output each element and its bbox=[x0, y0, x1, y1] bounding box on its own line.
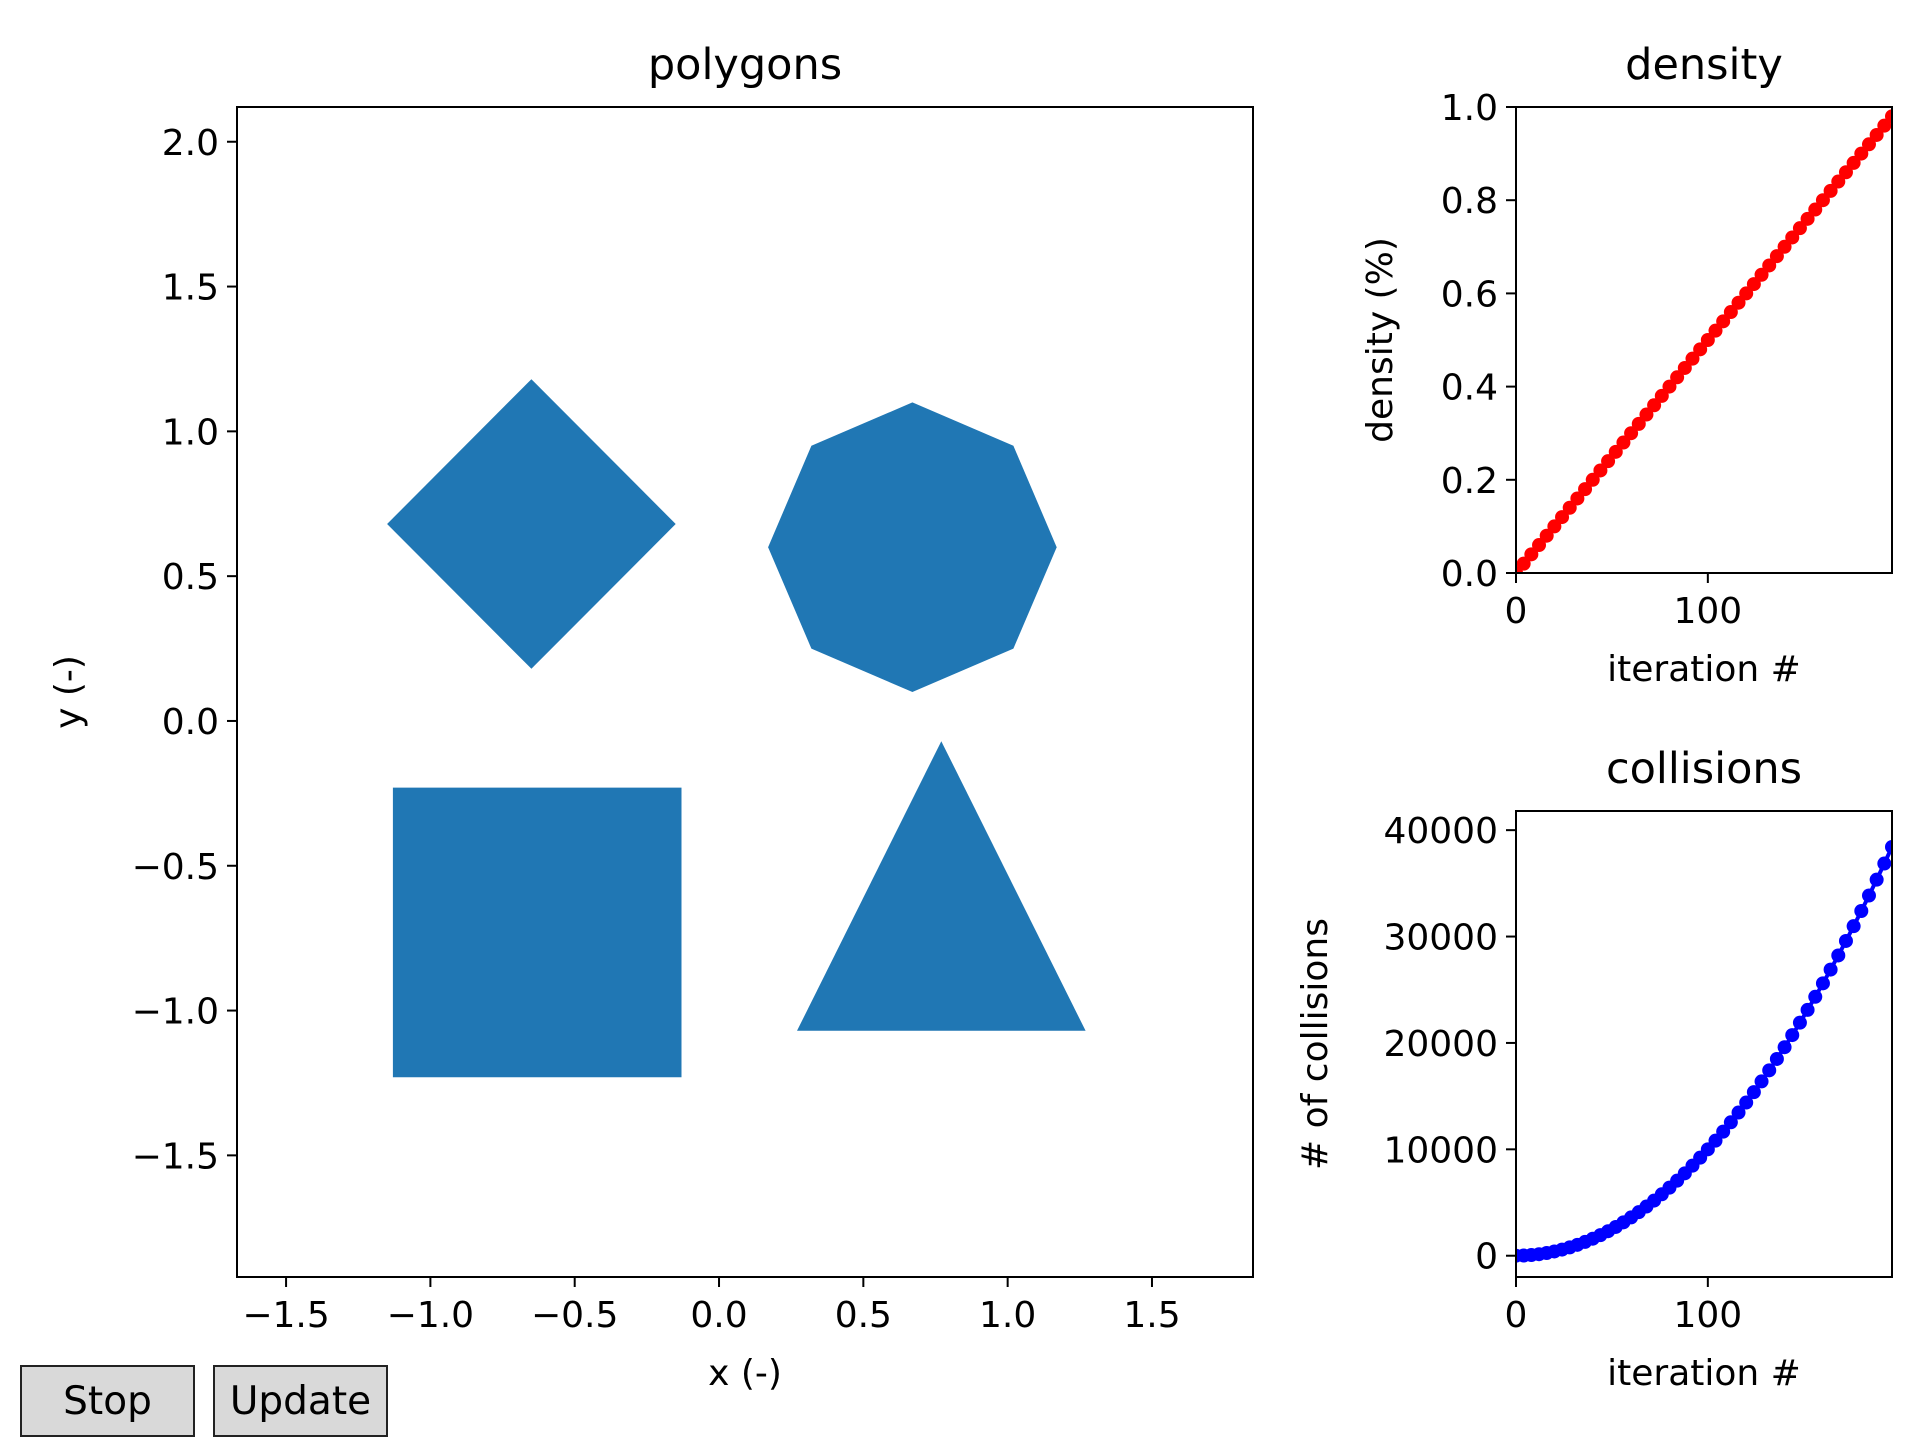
axes-frame bbox=[1515, 810, 1893, 1278]
chart-title: collisions bbox=[1606, 744, 1802, 794]
axes-density bbox=[1506, 106, 1893, 583]
x-axis-label: iteration # bbox=[1607, 1353, 1801, 1394]
x-tick-label: −0.5 bbox=[531, 1295, 618, 1336]
x-axis-label: iteration # bbox=[1607, 649, 1801, 690]
y-tick-label: −0.5 bbox=[132, 847, 219, 888]
data-points bbox=[1516, 840, 1892, 1263]
y-tick-label: 1.5 bbox=[162, 268, 219, 309]
y-axis-label: y (-) bbox=[48, 655, 89, 729]
y-tick-label: 0.0 bbox=[162, 702, 219, 743]
y-tick-label: 0.0 bbox=[1441, 554, 1498, 595]
x-tick-label: 100 bbox=[1673, 591, 1742, 632]
x-tick-label: 0 bbox=[1505, 591, 1528, 632]
x-tick-label: 0.0 bbox=[690, 1295, 747, 1336]
polygon-triangle bbox=[797, 741, 1086, 1031]
y-tick-label: −1.5 bbox=[132, 1136, 219, 1177]
y-tick-label: 0.4 bbox=[1441, 368, 1498, 409]
y-tick-label: 0.6 bbox=[1441, 274, 1498, 315]
y-tick-label: −1.0 bbox=[132, 992, 219, 1033]
axes-frame bbox=[236, 106, 1254, 1278]
y-tick-label: 0.5 bbox=[162, 557, 219, 598]
axes-collisions bbox=[1506, 810, 1893, 1287]
y-tick-label: 30000 bbox=[1383, 918, 1498, 959]
x-tick-label: 0 bbox=[1505, 1295, 1528, 1336]
polygon-square bbox=[392, 787, 682, 1078]
x-tick-label: 1.5 bbox=[1123, 1295, 1180, 1336]
x-tick-label: 0.5 bbox=[835, 1295, 892, 1336]
update-button[interactable]: Update bbox=[213, 1365, 388, 1437]
data-points bbox=[1516, 109, 1892, 573]
y-tick-label: 40000 bbox=[1383, 811, 1498, 852]
x-tick-label: 100 bbox=[1673, 1295, 1742, 1336]
y-tick-label: 2.0 bbox=[162, 123, 219, 164]
y-axis-label: density (%) bbox=[1360, 237, 1401, 443]
x-tick-label: −1.0 bbox=[387, 1295, 474, 1336]
y-axis-label: # of collisions bbox=[1295, 918, 1336, 1170]
polygon-octagon bbox=[768, 402, 1057, 692]
axes-polygons bbox=[227, 106, 1254, 1287]
y-tick-label: 1.0 bbox=[1441, 88, 1498, 129]
stop-button[interactable]: Stop bbox=[20, 1365, 195, 1437]
y-tick-label: 10000 bbox=[1383, 1130, 1498, 1171]
data-point bbox=[1885, 109, 1892, 124]
x-axis-label: x (-) bbox=[708, 1353, 782, 1394]
x-tick-label: −1.5 bbox=[242, 1295, 329, 1336]
y-tick-label: 0 bbox=[1475, 1237, 1498, 1278]
y-tick-label: 1.0 bbox=[162, 412, 219, 453]
polygon-diamond bbox=[387, 379, 676, 669]
y-tick-label: 0.8 bbox=[1441, 181, 1498, 222]
data-point bbox=[1885, 840, 1892, 855]
chart-title: density bbox=[1625, 40, 1783, 90]
x-tick-label: 1.0 bbox=[979, 1295, 1036, 1336]
chart-title: polygons bbox=[648, 40, 842, 90]
y-tick-label: 0.2 bbox=[1441, 461, 1498, 502]
y-tick-label: 20000 bbox=[1383, 1024, 1498, 1065]
axes-frame bbox=[1515, 106, 1893, 574]
